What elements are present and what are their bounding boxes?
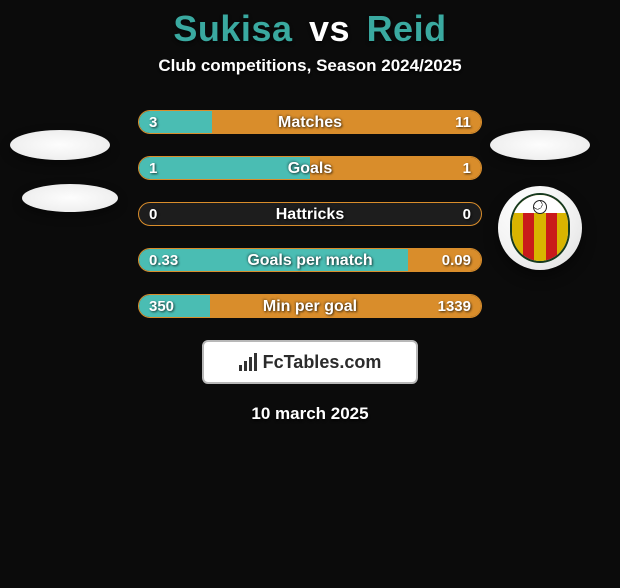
fctables-logo: FcTables.com [202, 340, 418, 384]
stat-row-hattricks: Hattricks0 0 [138, 202, 482, 226]
logo-bars-icon [239, 353, 257, 371]
stat-value-right: 0 [463, 203, 471, 227]
left-player-placeholder-1 [22, 184, 118, 212]
stat-bar-right [212, 111, 481, 133]
club-crest-icon [510, 193, 570, 263]
subtitle: Club competitions, Season 2024/2025 [0, 56, 620, 76]
stat-row-goals-per-match: Goals per match0.330.09 [138, 248, 482, 272]
logo-text: FcTables.com [263, 352, 382, 373]
stat-row-min-per-goal: Min per goal3501339 [138, 294, 482, 318]
stat-bar-left [139, 295, 210, 317]
left-player-placeholder-0 [10, 130, 110, 160]
stats-area: Matches311 Goals11 Hattricks0 0 Goals per ma… [138, 110, 482, 318]
title-right: Reid [367, 8, 447, 49]
stat-bar-left [139, 157, 310, 179]
right-club-crest [498, 186, 582, 270]
right-player-placeholder [490, 130, 590, 160]
stat-label: Hattricks [139, 203, 481, 227]
stat-row-matches: Matches311 [138, 110, 482, 134]
stat-bar-left [139, 249, 408, 271]
title-left: Sukisa [173, 8, 292, 49]
title-vs: vs [309, 8, 350, 49]
stat-bar-right [408, 249, 481, 271]
page-title: Sukisa vs Reid [0, 8, 620, 50]
date-label: 10 march 2025 [0, 404, 620, 424]
stat-bar-left [139, 111, 212, 133]
stat-bar-right [310, 157, 481, 179]
stat-value-left: 0 [149, 203, 157, 227]
stat-bar-right [210, 295, 481, 317]
stat-row-goals: Goals11 [138, 156, 482, 180]
